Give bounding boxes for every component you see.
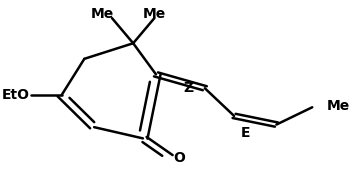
Text: Me: Me bbox=[327, 99, 350, 112]
Text: E: E bbox=[241, 126, 250, 140]
Text: EtO: EtO bbox=[2, 88, 30, 102]
Text: Me: Me bbox=[91, 7, 114, 21]
Text: Me: Me bbox=[143, 7, 166, 21]
Text: O: O bbox=[173, 151, 185, 165]
Text: Z: Z bbox=[184, 81, 193, 95]
